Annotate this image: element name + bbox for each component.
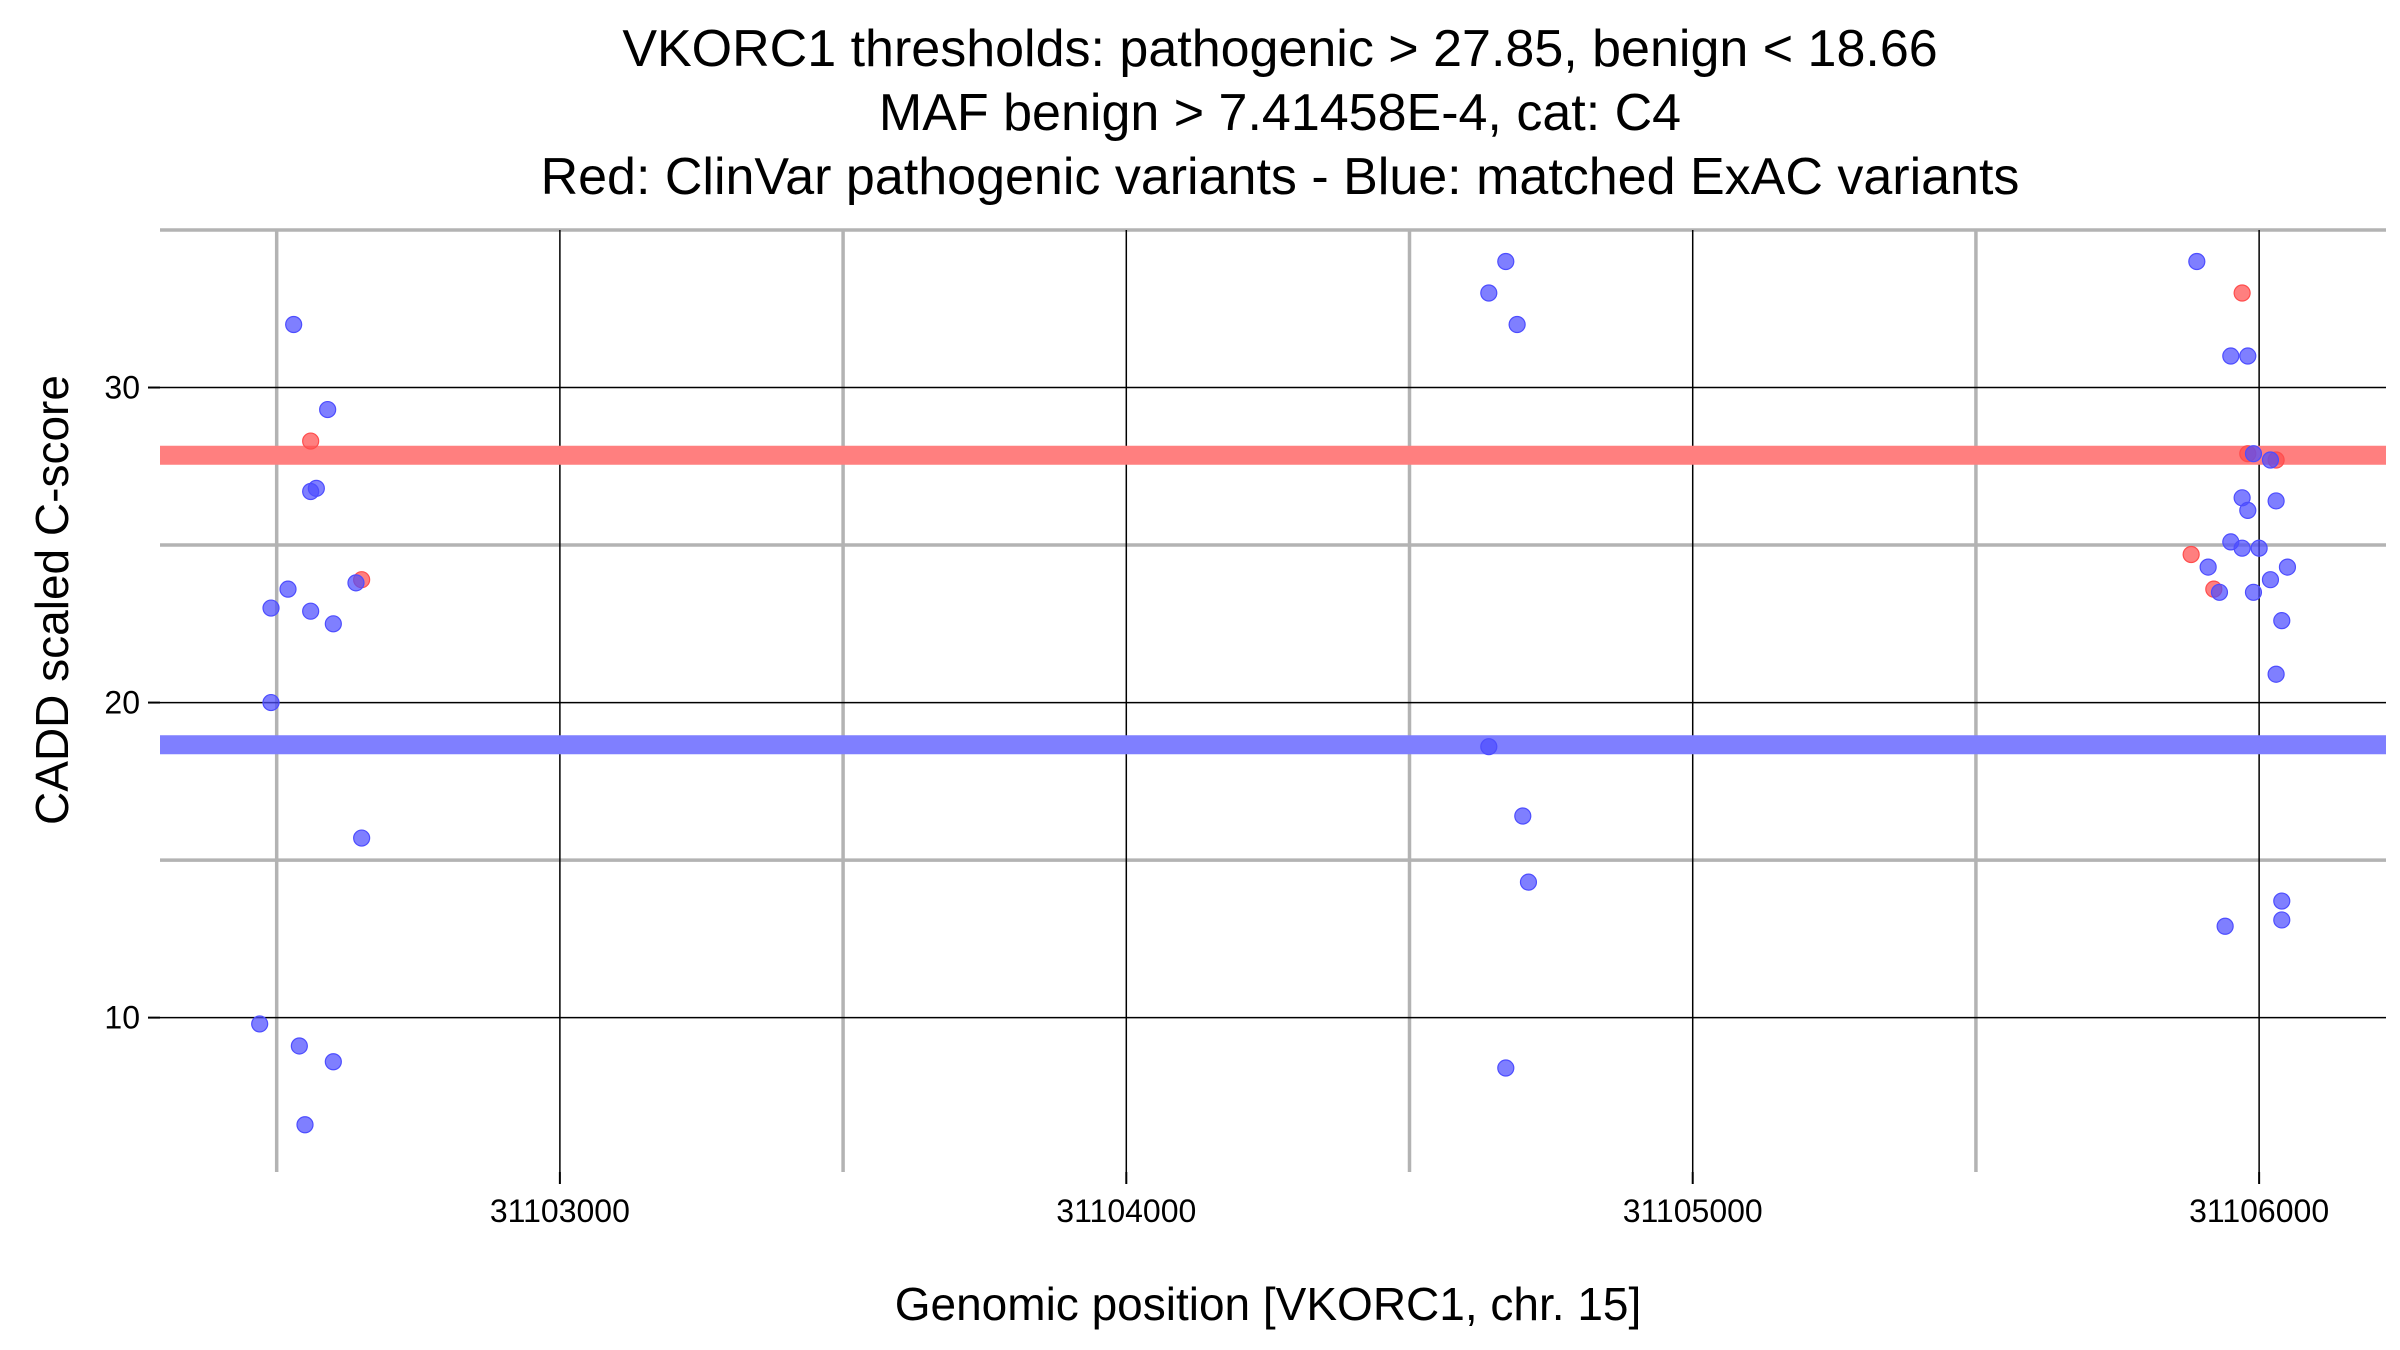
point-benign-42 bbox=[2273, 911, 2291, 929]
x-axis: 31103000 31104000 31105000 31106000 bbox=[490, 1172, 2329, 1229]
point-benign-6 bbox=[302, 602, 320, 620]
point-benign-14 bbox=[296, 1116, 314, 1134]
y-tick-label-2: 30 bbox=[104, 370, 140, 406]
point-benign-24 bbox=[2239, 347, 2257, 365]
point-pathogenic-2 bbox=[2182, 545, 2200, 564]
x-tick-label-0: 31103000 bbox=[490, 1193, 630, 1229]
point-benign-11 bbox=[251, 1015, 269, 1033]
y-axis-label: CADD scaled C-score bbox=[26, 375, 78, 825]
grid-minor-lines bbox=[160, 228, 2386, 1172]
point-benign-4 bbox=[279, 580, 297, 598]
point-benign-37 bbox=[2278, 558, 2297, 576]
point-benign-26 bbox=[2261, 451, 2280, 469]
x-tick-label-1: 31104000 bbox=[1056, 1193, 1196, 1229]
y-axis: 10 20 30 bbox=[104, 370, 160, 1036]
x-tick-label-2: 31105000 bbox=[1623, 1193, 1763, 1229]
x-tick-label-3: 31106000 bbox=[2189, 1193, 2329, 1229]
point-benign-18 bbox=[1480, 738, 1498, 756]
point-benign-41 bbox=[2273, 892, 2291, 910]
point-benign-32 bbox=[2250, 539, 2268, 557]
point-benign-12 bbox=[290, 1037, 308, 1055]
y-tick-label-0: 10 bbox=[104, 1000, 140, 1036]
point-benign-28 bbox=[2239, 501, 2257, 519]
point-benign-25 bbox=[2244, 445, 2263, 463]
point-benign-10 bbox=[353, 829, 371, 847]
chart-title-line-1: VKORC1 thresholds: pathogenic > 27.85, b… bbox=[622, 20, 1937, 78]
point-benign-39 bbox=[2267, 665, 2285, 683]
point-benign-17 bbox=[1508, 315, 1526, 334]
point-benign-21 bbox=[1497, 1059, 1515, 1077]
point-benign-3 bbox=[302, 482, 320, 501]
x-axis-label: Genomic position [VKORC1, chr. 15] bbox=[895, 1278, 1642, 1330]
point-benign-9 bbox=[262, 693, 280, 712]
point-benign-36 bbox=[2261, 571, 2280, 589]
point-benign-34 bbox=[2210, 583, 2229, 601]
grid-major-lines bbox=[160, 230, 2386, 1172]
point-benign-20 bbox=[1519, 873, 1538, 891]
point-benign-8 bbox=[347, 574, 365, 592]
point-benign-35 bbox=[2244, 583, 2263, 601]
point-pathogenic-0 bbox=[302, 432, 320, 450]
plot-area bbox=[160, 228, 2386, 1172]
point-pathogenic-4 bbox=[2233, 284, 2251, 302]
point-benign-23 bbox=[2222, 347, 2240, 365]
data-points bbox=[251, 252, 2297, 1134]
point-benign-0 bbox=[285, 315, 303, 334]
point-benign-40 bbox=[2216, 917, 2234, 935]
point-benign-13 bbox=[324, 1053, 342, 1071]
point-benign-31 bbox=[2233, 539, 2251, 557]
point-benign-38 bbox=[2273, 612, 2291, 630]
point-benign-7 bbox=[324, 615, 342, 633]
threshold-lines bbox=[160, 445, 2386, 755]
point-benign-15 bbox=[1497, 252, 1515, 271]
chart-title-line-3: Red: ClinVar pathogenic variants - Blue:… bbox=[541, 148, 2020, 206]
chart-title-line-2: MAF benign > 7.41458E-4, cat: C4 bbox=[879, 84, 1681, 142]
point-benign-33 bbox=[2199, 558, 2217, 576]
y-tick-label-1: 20 bbox=[104, 685, 140, 721]
point-benign-19 bbox=[1514, 807, 1532, 825]
point-benign-29 bbox=[2267, 492, 2285, 510]
point-benign-1 bbox=[319, 400, 337, 419]
point-benign-22 bbox=[2188, 252, 2206, 271]
point-benign-5 bbox=[262, 599, 280, 617]
point-benign-16 bbox=[1480, 284, 1498, 302]
